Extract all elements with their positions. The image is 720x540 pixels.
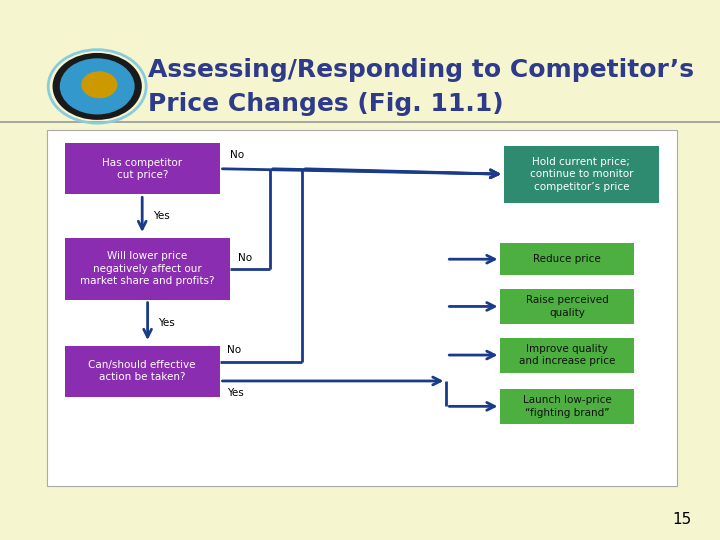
Text: Will lower price
negatively affect our
market share and profits?: Will lower price negatively affect our m… (81, 251, 215, 286)
Text: Yes: Yes (153, 211, 170, 221)
Text: Improve quality
and increase price: Improve quality and increase price (519, 344, 615, 366)
Text: Yes: Yes (158, 318, 175, 328)
FancyBboxPatch shape (500, 243, 634, 275)
Text: No: No (230, 150, 245, 160)
Text: Launch low-price
“fighting brand”: Launch low-price “fighting brand” (523, 395, 611, 417)
FancyBboxPatch shape (65, 346, 220, 397)
Text: Can/should effective
action be taken?: Can/should effective action be taken? (89, 360, 196, 382)
Text: Yes: Yes (227, 388, 243, 398)
FancyBboxPatch shape (500, 338, 634, 373)
Text: 15: 15 (672, 511, 691, 526)
Text: Hold current price;
continue to monitor
competitor’s price: Hold current price; continue to monitor … (530, 157, 633, 192)
Text: Reduce price: Reduce price (533, 254, 601, 264)
Text: Price Changes (Fig. 11.1): Price Changes (Fig. 11.1) (148, 92, 503, 116)
FancyBboxPatch shape (500, 389, 634, 424)
FancyBboxPatch shape (504, 146, 659, 202)
Text: Has competitor
cut price?: Has competitor cut price? (102, 158, 182, 180)
Text: Raise perceived
quality: Raise perceived quality (526, 295, 608, 318)
Circle shape (53, 53, 142, 120)
Text: No: No (227, 345, 241, 355)
FancyBboxPatch shape (65, 143, 220, 194)
FancyBboxPatch shape (65, 238, 230, 300)
Text: No: No (238, 253, 252, 263)
FancyBboxPatch shape (47, 130, 677, 486)
Circle shape (81, 71, 117, 98)
FancyBboxPatch shape (500, 289, 634, 324)
Circle shape (60, 58, 135, 114)
Text: Assessing/Responding to Competitor’s: Assessing/Responding to Competitor’s (148, 58, 693, 82)
